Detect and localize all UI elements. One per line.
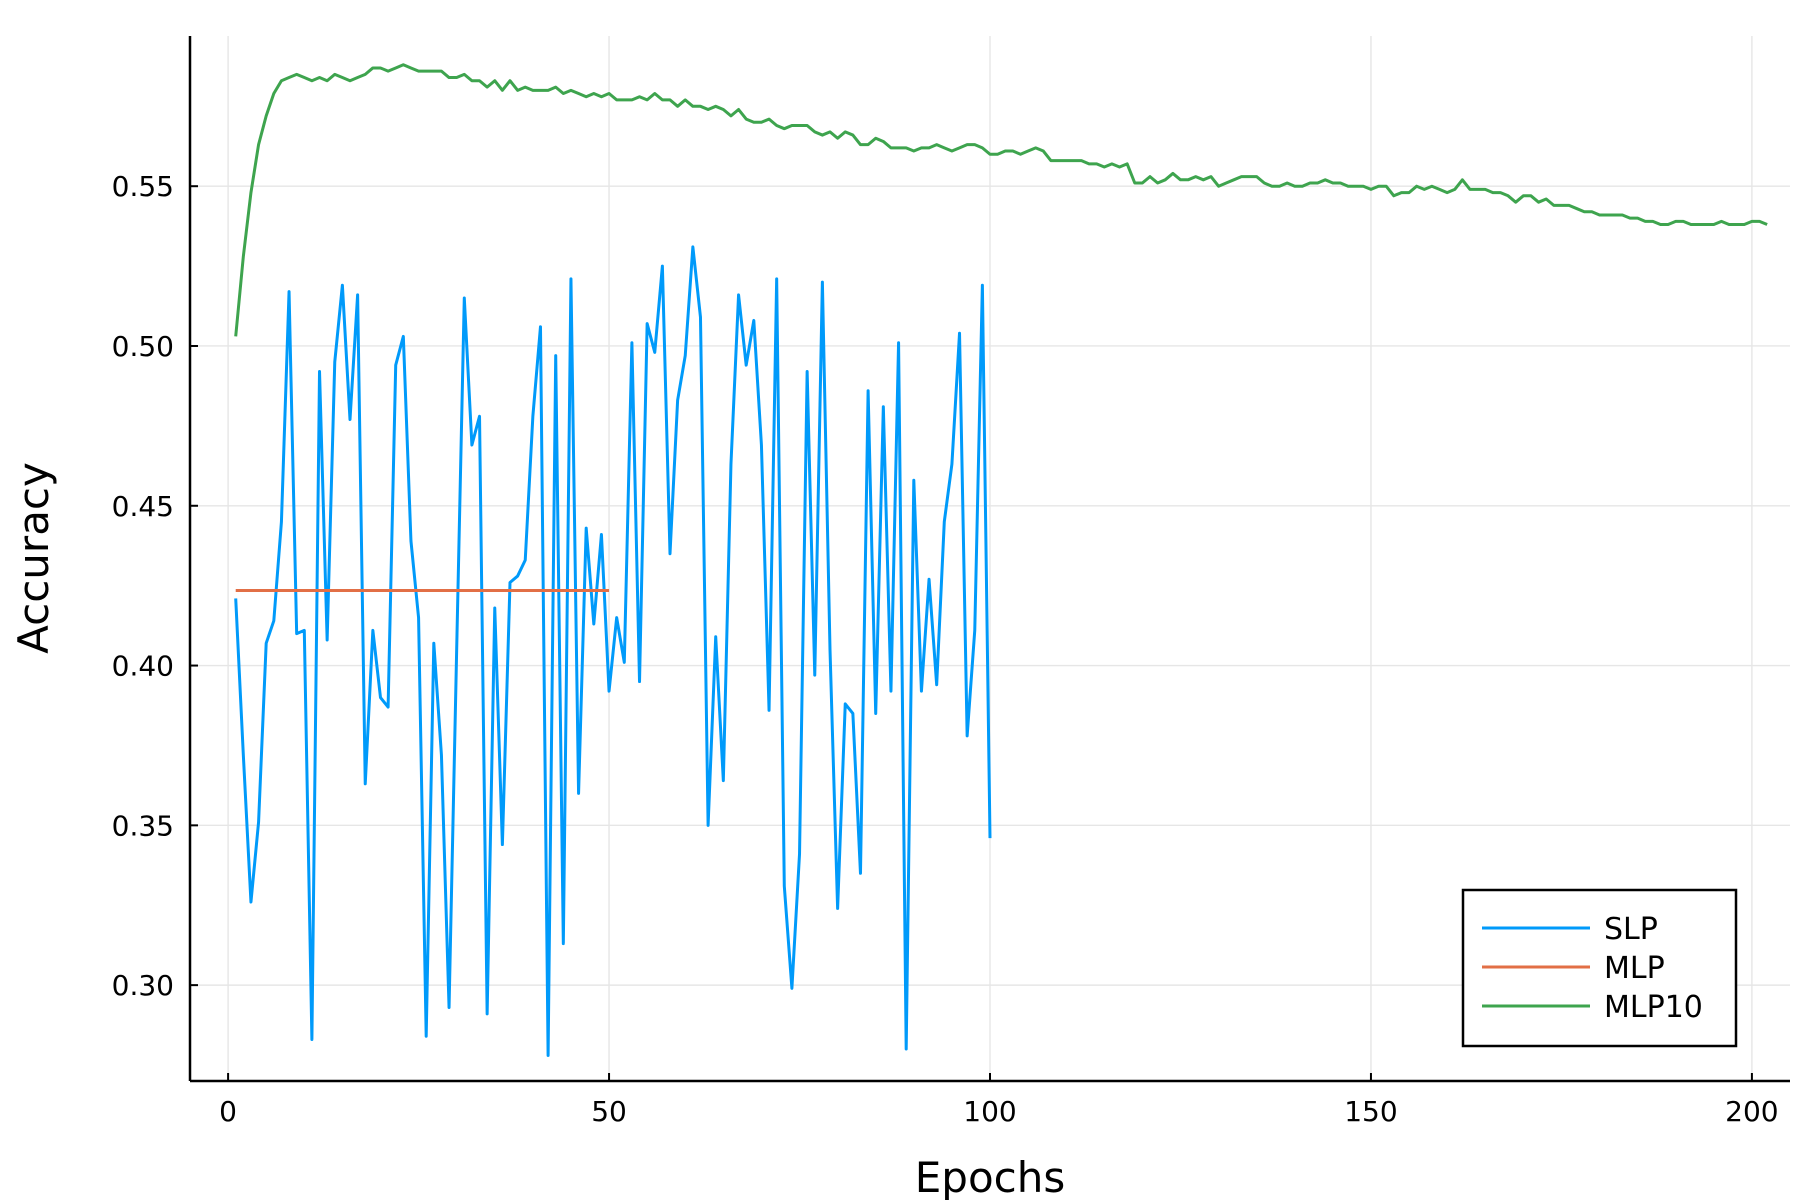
x-tick-label: 200: [1725, 1095, 1778, 1128]
series-line-mlp10: [234, 63, 1768, 337]
y-axis-title: Accuracy: [9, 462, 58, 654]
x-tick-label: 100: [963, 1095, 1016, 1128]
y-tick-label: 0.50: [112, 330, 174, 363]
legend-label-mlp: MLP: [1604, 951, 1665, 986]
x-tick-label: 0: [219, 1095, 237, 1128]
tick-labels: 0 50 100 150 200 0.30 0.35 0.40 0.45 0.50 0.55: [112, 170, 1779, 1128]
series-line-slp: [234, 245, 992, 1057]
legend: SLP MLP MLP10: [1461, 888, 1738, 1048]
series-layer: [234, 63, 1768, 1057]
legend-label-slp: SLP: [1604, 912, 1658, 947]
y-tick-label: 0.40: [112, 650, 174, 683]
x-tick-label: 50: [591, 1095, 627, 1128]
x-tick-label: 150: [1344, 1095, 1397, 1128]
y-tick-label: 0.30: [112, 969, 174, 1002]
y-tick-label: 0.35: [112, 809, 174, 842]
y-tick-label: 0.45: [112, 490, 174, 523]
x-axis-title: Epochs: [915, 1153, 1066, 1200]
grid-lines: [190, 36, 1790, 1081]
y-tick-label: 0.55: [112, 170, 174, 203]
legend-label-mlp10: MLP10: [1604, 990, 1703, 1025]
